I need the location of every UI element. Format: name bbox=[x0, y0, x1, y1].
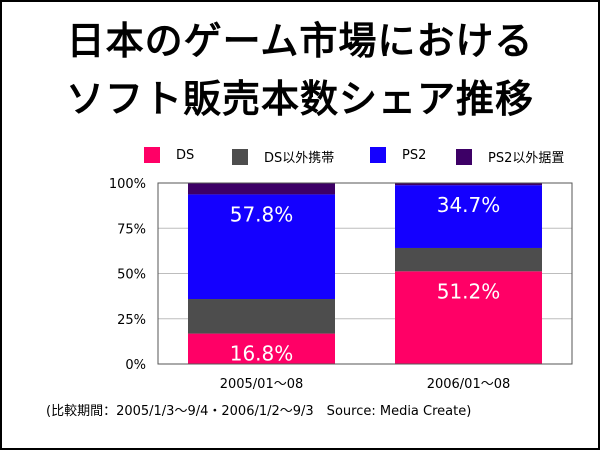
bar-segment bbox=[395, 247, 542, 272]
legend-item-ps2-other-console: PS2以外据置 bbox=[456, 147, 564, 166]
data-label: 57.8% bbox=[230, 202, 294, 226]
bar-segment bbox=[395, 271, 542, 364]
chart-title-line-1: 日本のゲーム市場における bbox=[66, 19, 534, 63]
y-tick-label: 25% bbox=[117, 313, 146, 328]
x-tick-label: 2005/01〜08 bbox=[220, 377, 304, 392]
legend-label-ps2-other-console: PS2以外据置 bbox=[488, 151, 565, 166]
legend-item-ds-other-handheld: DS以外携帯 bbox=[232, 147, 334, 166]
legend-item-ps2: PS2 bbox=[370, 147, 426, 163]
bar-segment bbox=[395, 185, 542, 248]
y-tick-label: 75% bbox=[117, 222, 146, 237]
legend-swatch-ps2-other-console bbox=[456, 148, 472, 165]
x-tick-label: 2006/01〜08 bbox=[427, 377, 511, 392]
bar-segment bbox=[188, 183, 335, 195]
y-tick-label: 100% bbox=[109, 177, 146, 192]
y-tick-label: 0% bbox=[125, 358, 146, 373]
legend-label-ds-other-handheld: DS以外携帯 bbox=[264, 151, 335, 166]
bar-segment bbox=[188, 194, 335, 300]
legend-item-ds: DS bbox=[144, 147, 194, 163]
legend-label-ds: DS bbox=[176, 147, 195, 163]
bar-segment bbox=[188, 333, 335, 364]
footnote-source: (比較期間：2005/1/3〜9/4・2006/1/2〜9/3 Source: … bbox=[46, 404, 472, 419]
y-tick-label: 50% bbox=[117, 268, 146, 283]
legend-swatch-ds-other-handheld bbox=[232, 148, 248, 165]
legend-swatch-ds bbox=[144, 147, 160, 163]
chart-title-line-2: ソフト販売本数シェア推移 bbox=[65, 77, 534, 121]
data-label: 34.7% bbox=[437, 193, 501, 217]
plot-frame bbox=[157, 182, 573, 365]
bar-segment bbox=[188, 299, 335, 334]
data-label: 51.2% bbox=[437, 279, 501, 303]
bar-segment bbox=[395, 183, 542, 186]
data-label: 16.8% bbox=[230, 342, 294, 366]
legend-label-ps2: PS2 bbox=[402, 147, 427, 163]
legend-swatch-ps2 bbox=[370, 147, 386, 163]
